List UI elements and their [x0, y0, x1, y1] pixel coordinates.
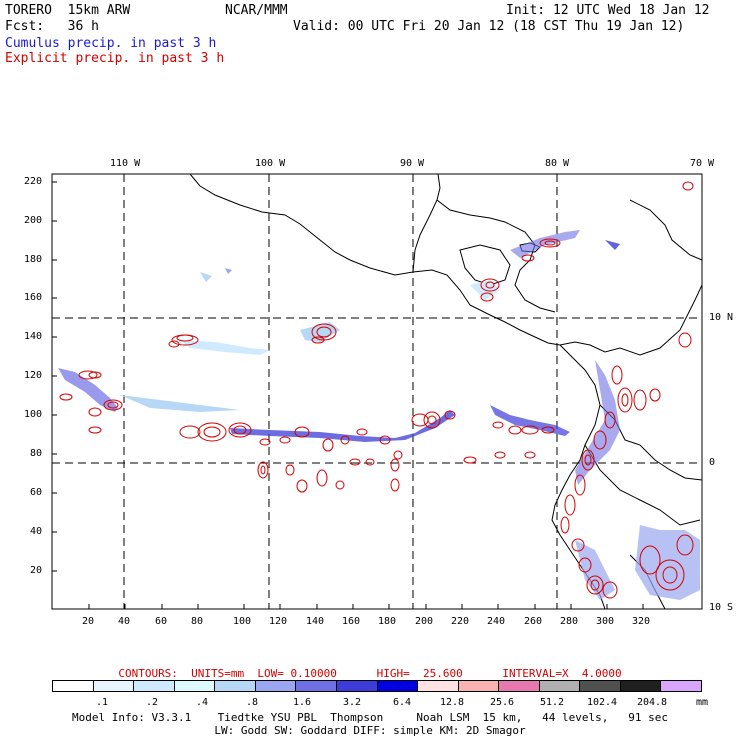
y-tick-220: 220	[24, 176, 43, 187]
lon-label-110w: 110 W	[110, 158, 141, 169]
model-info: Model Info: V3.3.1 Tiedtke YSU PBL Thomp…	[71, 711, 669, 724]
colorbar-label: 102.4	[586, 697, 618, 708]
honduras-outline	[459, 244, 511, 286]
colorbar-bin	[418, 681, 459, 691]
y-tick-60: 60	[30, 487, 43, 498]
colorbar-bin	[458, 681, 500, 691]
colorbar-label: 6.4	[392, 697, 412, 708]
x-tick-240: 240	[487, 616, 506, 627]
latlon-grid	[52, 174, 702, 609]
colorbar-bin	[661, 681, 701, 691]
colorbar-units: mm	[695, 697, 709, 708]
x-tick-20: 20	[82, 616, 95, 627]
organization-label: NCAR/MMM	[225, 3, 288, 18]
explicit-precip-contours	[59, 181, 694, 599]
x-tick-120: 120	[269, 616, 288, 627]
colorbar-bin	[53, 681, 94, 691]
x-tick-200: 200	[415, 616, 434, 627]
model-title: TORERO 15km ARW	[5, 3, 131, 18]
colorbar-label: .4	[195, 697, 209, 708]
lat-label-10s: 10 S	[709, 602, 734, 613]
x-tick-220: 220	[451, 616, 470, 627]
valid-time: Valid: 00 UTC Fri 20 Jan 12 (18 CST Thu …	[293, 19, 685, 34]
colorbar-bin	[580, 681, 621, 691]
forecast-hour: Fcst: 36 h	[5, 19, 99, 34]
lat-label-0: 0	[709, 457, 716, 468]
colorbar-bin	[620, 681, 662, 691]
x-tick-100: 100	[233, 616, 252, 627]
contours-info: CONTOURS: UNITS=mm LOW= 0.10000 HIGH= 25…	[118, 667, 622, 680]
y-tick-80: 80	[30, 448, 43, 459]
y-tick-40: 40	[30, 526, 43, 537]
explicit-precip-label: Explicit precip. in past 3 h	[5, 51, 225, 66]
colorbar-label: 51.2	[539, 697, 565, 708]
x-tick-80: 80	[191, 616, 204, 627]
y-tick-100: 100	[24, 409, 43, 420]
colorbar-bin	[336, 681, 378, 691]
colorbar-label: 25.6	[489, 697, 515, 708]
y-tick-180: 180	[24, 254, 43, 265]
colorbar-bin	[539, 681, 581, 691]
y-tick-120: 120	[24, 370, 43, 381]
lon-label-90w: 90 W	[400, 158, 425, 169]
x-tick-160: 160	[342, 616, 361, 627]
colorbar-bin	[255, 681, 297, 691]
colorbar-label: 12.8	[439, 697, 465, 708]
colorbar-label: .2	[145, 697, 159, 708]
colorbar-label: .1	[95, 697, 109, 708]
x-tick-260: 260	[524, 616, 543, 627]
x-tick-140: 140	[306, 616, 325, 627]
y-tick-200: 200	[24, 215, 43, 226]
colorbar-bin	[174, 681, 216, 691]
axis-ticks	[52, 181, 644, 609]
colorbar-label: 204.8	[636, 697, 668, 708]
peru-border	[584, 444, 701, 526]
x-tick-180: 180	[378, 616, 397, 627]
y-tick-140: 140	[24, 331, 43, 342]
colorbar-bin	[499, 681, 540, 691]
colorbar-bin	[377, 681, 419, 691]
x-tick-320: 320	[632, 616, 651, 627]
colorbar-bin	[93, 681, 135, 691]
map-frame	[51, 173, 703, 610]
cumulus-precip-areas	[58, 230, 700, 600]
lat-label-10n: 10 N	[709, 312, 734, 323]
x-tick-60: 60	[155, 616, 168, 627]
coastlines	[189, 173, 703, 610]
caribbean-island	[629, 199, 703, 261]
south-america-coast	[551, 344, 606, 610]
model-physics: LW: Godd SW: Goddard DIFF: simple KM: 2D…	[214, 724, 526, 737]
init-time: Init: 12 UTC Wed 18 Jan 12	[506, 3, 710, 18]
guatemala-border	[412, 173, 441, 273]
colorbar-bin	[215, 681, 256, 691]
colorbar-bin	[134, 681, 175, 691]
lon-label-80w: 80 W	[545, 158, 570, 169]
cumulus-precip-label: Cumulus precip. in past 3 h	[5, 36, 217, 51]
colorbar-bin	[296, 681, 337, 691]
colorbar-label: .8	[245, 697, 259, 708]
y-tick-160: 160	[24, 292, 43, 303]
pacific-coastline	[189, 173, 703, 356]
lon-label-100w: 100 W	[255, 158, 286, 169]
x-tick-280: 280	[560, 616, 579, 627]
caribbean-coast	[436, 199, 556, 313]
colorbar-label: 3.2	[342, 697, 362, 708]
y-tick-20: 20	[30, 565, 43, 576]
x-tick-40: 40	[118, 616, 131, 627]
colorbar-label: 1.6	[292, 697, 312, 708]
lon-label-70w: 70 W	[690, 158, 715, 169]
colorbar	[52, 680, 702, 692]
x-tick-300: 300	[596, 616, 615, 627]
